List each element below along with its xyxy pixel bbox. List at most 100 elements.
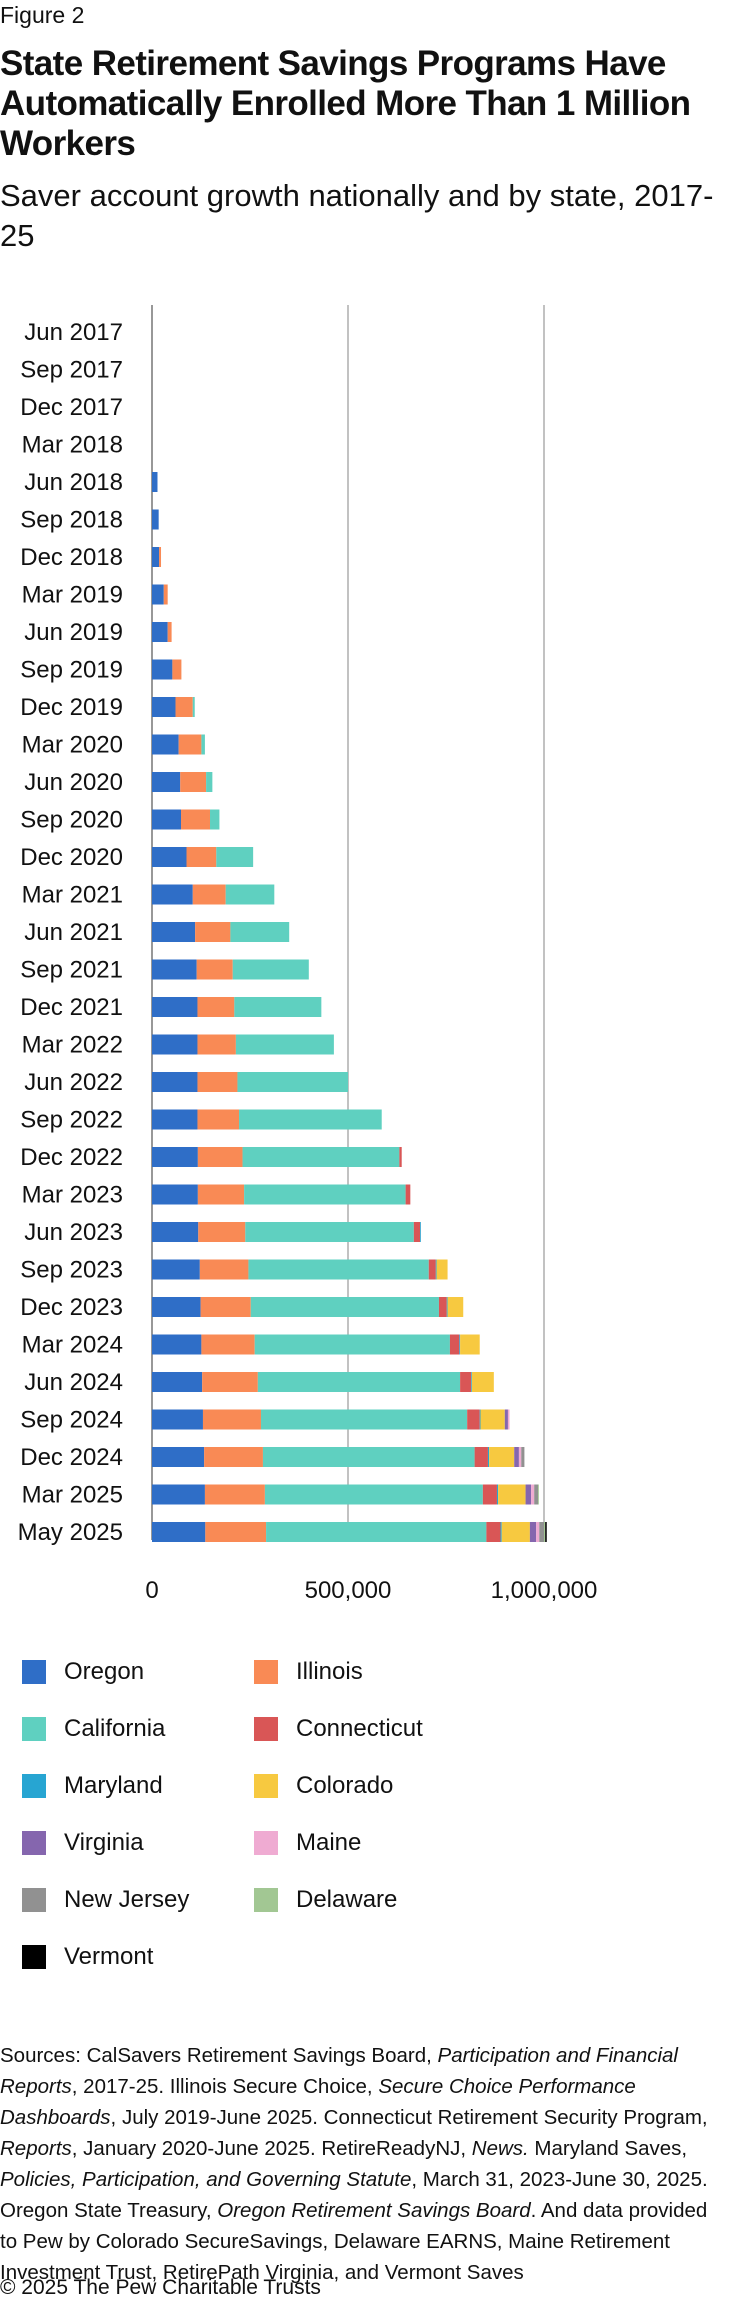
bar-segment-oregon [152, 922, 196, 942]
legend-label: Illinois [296, 1658, 363, 1685]
category-label: Dec 2017 [20, 394, 123, 421]
bar-segment-oregon [152, 509, 159, 530]
legend-item: Maine [254, 1823, 361, 1863]
bar-segment-oregon [152, 1222, 199, 1242]
legend-swatch [22, 1831, 46, 1855]
bar-segment-maine [507, 1409, 510, 1430]
category-label: Sep 2018 [20, 507, 123, 534]
bar-segment-oregon [152, 622, 168, 642]
bar-segment-california [239, 1109, 382, 1130]
bar-segment-connecticut [405, 1184, 411, 1205]
chart-subtitle: Saver account growth nationally and by s… [0, 178, 714, 253]
bar-segment-oregon [152, 884, 193, 905]
source-title-5: Policies, Participation, and Governing S… [0, 2168, 412, 2191]
bar-segment-illinois [204, 1447, 263, 1467]
category-label: May 2025 [18, 1519, 123, 1546]
bar-segment-connecticut [413, 1222, 421, 1242]
legend-item: Illinois [254, 1652, 363, 1692]
category-label: Mar 2021 [22, 882, 123, 909]
bar-segment-california [244, 1184, 406, 1205]
bar-segment-illinois [197, 1072, 238, 1092]
bar-segment-maryland [420, 1222, 421, 1242]
bar-segment-oregon [152, 1334, 202, 1355]
legend-swatch [22, 1717, 46, 1741]
bar-segment-colorado [460, 1334, 480, 1355]
category-label: Mar 2022 [22, 1032, 123, 1059]
bar-segment-maine [531, 1484, 535, 1505]
legend-label: Vermont [64, 1943, 154, 1970]
bar-segment-connecticut [474, 1447, 488, 1467]
bar-segment-california [234, 997, 322, 1017]
legend-label: California [64, 1715, 166, 1742]
legend-item: Maryland [22, 1766, 163, 1806]
copyright-notice: © 2025 The Pew Charitable Trusts [0, 2276, 321, 2299]
bar-segment-illinois [202, 1372, 258, 1392]
bar-segment-oregon [152, 659, 173, 680]
source-title-3: Reports [0, 2137, 72, 2160]
bar-segment-california [250, 1297, 439, 1317]
bar-segment-california [235, 1034, 334, 1055]
bar-segment-new-jersey [521, 1447, 525, 1467]
category-label: Jun 2018 [24, 469, 123, 496]
bar-segment-illinois [202, 1409, 261, 1430]
bar-segment-illinois [180, 772, 207, 792]
bar-segment-new-jersey [539, 1522, 544, 1542]
bar-segment-maine [536, 1522, 540, 1542]
bar-segment-illinois [167, 622, 172, 642]
bar-segment-delaware [538, 1484, 539, 1505]
legend-label: Maryland [64, 1772, 163, 1799]
bar-segment-oregon [152, 1034, 198, 1055]
legend-item: New Jersey [22, 1880, 189, 1920]
bar-segment-virginia [514, 1447, 519, 1467]
bar-segment-delaware [544, 1522, 546, 1542]
legend-swatch [254, 1831, 278, 1855]
bar-segment-illinois [192, 884, 226, 905]
legend-item: Connecticut [254, 1709, 423, 1749]
bar-segment-oregon [152, 1409, 203, 1430]
sources-text-1: , 2017-25. Illinois Secure Choice, [71, 2075, 379, 2098]
bar-segment-california [206, 772, 213, 792]
category-label: Dec 2022 [20, 1144, 123, 1171]
bar-segment-california [254, 1334, 450, 1355]
bar-segment-california [266, 1522, 487, 1542]
bar-segment-illinois [181, 809, 211, 830]
bar-segment-california [260, 1409, 468, 1430]
bar-segment-california [232, 959, 309, 980]
category-label: Jun 2020 [24, 769, 123, 796]
category-label: Sep 2019 [20, 657, 123, 684]
legend-label: Oregon [64, 1658, 145, 1685]
legend-swatch [254, 1774, 278, 1798]
legend-item: Virginia [22, 1823, 144, 1863]
bar-segment-oregon [152, 1297, 201, 1317]
bar-segment-illinois [197, 1109, 240, 1130]
category-label: Jun 2024 [24, 1369, 123, 1396]
category-label: Jun 2017 [24, 319, 123, 346]
category-label: Jun 2021 [24, 919, 123, 946]
bar-segment-illinois [197, 1147, 243, 1167]
category-label: Jun 2023 [24, 1219, 123, 1246]
bar-segment-illinois [197, 1034, 236, 1055]
category-label: Dec 2018 [20, 544, 123, 571]
bar-segment-oregon [152, 1072, 198, 1092]
category-label: Mar 2024 [22, 1332, 123, 1359]
category-label: Jun 2022 [24, 1069, 123, 1096]
legend-label: Delaware [296, 1886, 398, 1913]
bar-segment-oregon [152, 1372, 203, 1392]
bar-segment-maryland [446, 1297, 448, 1317]
bar-segment-connecticut [449, 1334, 460, 1355]
legend-swatch [22, 1945, 46, 1969]
category-label: Sep 2024 [20, 1407, 123, 1434]
category-label: Mar 2023 [22, 1182, 123, 1209]
bar-segment-california [248, 1259, 429, 1280]
bar-segment-california [216, 847, 254, 867]
bar-segment-connecticut [428, 1259, 436, 1280]
bar-segment-illinois [197, 1184, 245, 1205]
bar-segment-california [264, 1484, 483, 1505]
legend-label: New Jersey [64, 1886, 190, 1913]
bar-segment-illinois [172, 659, 182, 680]
bar-segment-california [210, 809, 220, 830]
bar-segment-oregon [152, 1522, 206, 1542]
category-label: Sep 2023 [20, 1257, 123, 1284]
bar-segment-connecticut [467, 1409, 480, 1430]
category-label: Dec 2021 [20, 994, 123, 1021]
